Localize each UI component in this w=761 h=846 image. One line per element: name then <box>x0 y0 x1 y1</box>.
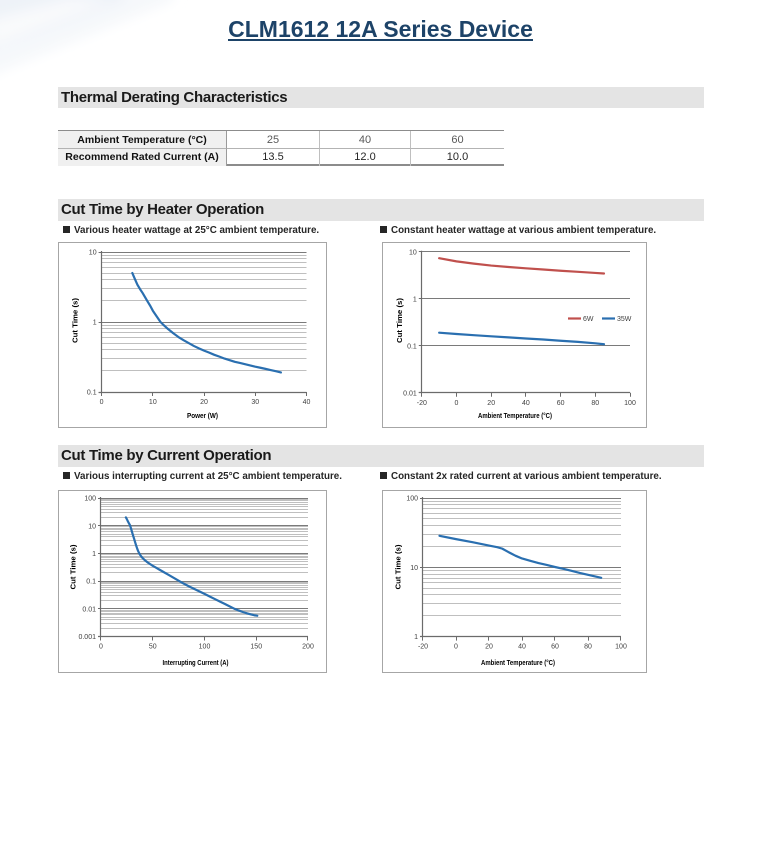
svg-text:Cut Time (s): Cut Time (s) <box>395 297 404 343</box>
svg-text:10: 10 <box>149 399 157 406</box>
svg-text:60: 60 <box>557 400 565 407</box>
svg-text:0: 0 <box>454 644 458 651</box>
svg-text:0.1: 0.1 <box>407 343 417 350</box>
svg-text:20: 20 <box>200 399 208 406</box>
svg-text:-20: -20 <box>418 644 428 651</box>
svg-text:150: 150 <box>250 644 262 651</box>
svg-text:20: 20 <box>487 400 495 407</box>
svg-text:10: 10 <box>410 565 418 572</box>
svg-text:80: 80 <box>584 644 592 651</box>
svg-text:-20: -20 <box>417 400 427 407</box>
svg-text:100: 100 <box>615 644 627 651</box>
svg-text:Cut Time (s): Cut Time (s) <box>69 544 78 590</box>
svg-text:80: 80 <box>591 400 599 407</box>
svg-text:1: 1 <box>413 296 417 303</box>
svg-text:Ambient Temperature (°C): Ambient Temperature (°C) <box>481 658 555 667</box>
svg-text:1: 1 <box>93 320 97 327</box>
svg-text:0: 0 <box>99 644 103 651</box>
svg-text:Ambient Temperature (°C): Ambient Temperature (°C) <box>478 411 552 420</box>
svg-text:0.1: 0.1 <box>86 579 96 586</box>
svg-text:40: 40 <box>303 399 311 406</box>
svg-text:0: 0 <box>455 400 459 407</box>
svg-text:100: 100 <box>624 400 636 407</box>
svg-text:1: 1 <box>414 634 418 641</box>
svg-text:35W: 35W <box>617 316 632 323</box>
svg-text:40: 40 <box>522 400 530 407</box>
svg-text:0.01: 0.01 <box>403 390 417 397</box>
svg-text:10: 10 <box>409 249 417 256</box>
svg-text:6W: 6W <box>583 316 594 323</box>
svg-text:200: 200 <box>302 644 314 651</box>
svg-text:0.001: 0.001 <box>78 634 96 641</box>
svg-text:100: 100 <box>84 496 96 503</box>
svg-text:Cut Time (s): Cut Time (s) <box>71 297 80 343</box>
svg-text:40: 40 <box>518 644 526 651</box>
svg-text:10: 10 <box>88 523 96 530</box>
svg-text:0: 0 <box>100 399 104 406</box>
svg-text:20: 20 <box>485 644 493 651</box>
svg-text:Cut Time (s): Cut Time (s) <box>394 544 403 590</box>
svg-text:Power (W): Power (W) <box>187 411 218 420</box>
svg-text:Interrupting Current (A): Interrupting Current (A) <box>163 658 229 667</box>
svg-text:0.01: 0.01 <box>82 606 96 613</box>
svg-text:100: 100 <box>406 496 418 503</box>
svg-text:10: 10 <box>89 250 97 257</box>
svg-text:50: 50 <box>149 644 157 651</box>
svg-text:0.1: 0.1 <box>87 390 97 397</box>
svg-text:60: 60 <box>551 644 559 651</box>
svg-text:1: 1 <box>92 551 96 558</box>
svg-text:30: 30 <box>251 399 259 406</box>
svg-text:100: 100 <box>199 644 211 651</box>
